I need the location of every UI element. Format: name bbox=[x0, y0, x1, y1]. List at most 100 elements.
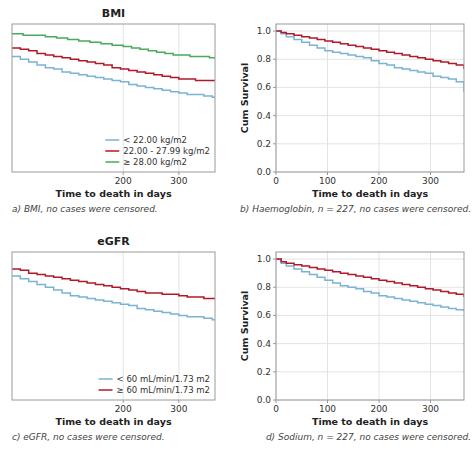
step-line bbox=[276, 31, 464, 92]
legend-label: ≥ 60 mL/min/1.73 m2 bbox=[117, 385, 210, 395]
caption: c) eGFR, no cases were censored. bbox=[12, 432, 165, 442]
frame bbox=[12, 252, 215, 400]
data-group bbox=[276, 259, 464, 311]
step-line bbox=[276, 31, 464, 69]
tick-label: 0.8 bbox=[257, 282, 272, 292]
caption: a) BMI, no cases were censored. bbox=[12, 204, 158, 214]
legend-swatch bbox=[105, 150, 119, 152]
tick-label: 300 bbox=[422, 176, 439, 186]
title: BMI bbox=[102, 7, 125, 20]
tick-mark bbox=[273, 287, 276, 288]
tick-label: 0.6 bbox=[257, 82, 272, 92]
panel: 200 300 BMI Time to death in days < 22.00 kg… bbox=[12, 7, 215, 214]
tick-label: 0.6 bbox=[257, 310, 272, 320]
tick-label: 300 bbox=[170, 176, 187, 186]
tick-mark bbox=[178, 172, 179, 175]
grid-line bbox=[379, 24, 380, 172]
data-group bbox=[12, 269, 215, 320]
tick-mark bbox=[178, 400, 179, 403]
legend-label: < 60 mL/min/1.73 m2 bbox=[117, 374, 210, 384]
tick-mark bbox=[123, 400, 124, 403]
x-axis-label: Time to death in days bbox=[312, 416, 428, 427]
legend-swatch bbox=[99, 378, 113, 380]
legend-swatch bbox=[105, 139, 119, 141]
step-line bbox=[12, 34, 215, 58]
grid-line bbox=[276, 59, 464, 60]
x-axis-label: Time to death in days bbox=[312, 188, 428, 199]
tick-mark bbox=[273, 59, 276, 60]
tick-label: 0.2 bbox=[257, 139, 271, 149]
tick-label: 300 bbox=[422, 404, 439, 414]
tick-label: 0.0 bbox=[257, 395, 272, 405]
panel: 01002003000.00.20.40.60.81.0Time to deat… bbox=[239, 24, 471, 214]
legend-label: < 22.00 kg/m2 bbox=[123, 135, 187, 145]
frame bbox=[276, 252, 464, 400]
grid-line bbox=[276, 143, 464, 144]
y-axis-label: Cum Survival bbox=[239, 63, 250, 134]
panel: 200300eGFRTime to death in days< 60 mL/m… bbox=[12, 235, 215, 442]
tick-mark bbox=[273, 343, 276, 344]
y-axis-label: Cum Survival bbox=[239, 291, 250, 362]
caption: b) Haemoglobin, n = 227, no cases were c… bbox=[240, 204, 471, 214]
grid-line bbox=[379, 252, 380, 400]
x-axis-label: Time to death in days bbox=[55, 416, 171, 427]
tick-label: 0 bbox=[273, 404, 279, 414]
tick-label: 200 bbox=[370, 176, 387, 186]
tick-mark bbox=[327, 172, 328, 175]
step-line bbox=[12, 56, 215, 97]
caption: d) Sodium, n = 227, no cases were censor… bbox=[266, 432, 471, 442]
tick-label: 0.2 bbox=[257, 367, 271, 377]
legend-swatch bbox=[99, 389, 113, 391]
grid-line bbox=[276, 371, 464, 372]
grid-line bbox=[276, 87, 464, 88]
figure: 200 300 BMI Time to death in days < 22.00 kg… bbox=[0, 0, 474, 474]
tick-label: 1.0 bbox=[257, 26, 272, 36]
grid-line bbox=[276, 31, 464, 32]
grid-line bbox=[276, 115, 464, 116]
tick-label: 0 bbox=[273, 176, 279, 186]
tick-mark bbox=[273, 315, 276, 316]
tick-mark bbox=[327, 400, 328, 403]
tick-label: 200 bbox=[370, 404, 387, 414]
grid-line bbox=[327, 24, 328, 172]
tick-mark bbox=[273, 143, 276, 144]
frame bbox=[276, 24, 464, 172]
plot-area bbox=[12, 252, 215, 400]
panel: 01002003000.00.20.40.60.81.0Time to deat… bbox=[239, 252, 471, 442]
tick-label: 1.0 bbox=[257, 254, 272, 264]
tick-label: 200 bbox=[115, 176, 132, 186]
grid-line bbox=[276, 259, 464, 260]
plot-area bbox=[276, 24, 464, 172]
tick-mark bbox=[379, 400, 380, 403]
legend-swatch bbox=[105, 161, 119, 163]
x-axis-label: Time to death in days bbox=[55, 188, 171, 199]
tick-mark bbox=[273, 400, 276, 401]
tick-mark bbox=[273, 87, 276, 88]
tick-label: 100 bbox=[319, 176, 336, 186]
grid-line bbox=[430, 24, 431, 172]
tick-label: 0.4 bbox=[257, 111, 272, 121]
grid-line bbox=[327, 252, 328, 400]
legend-label: 22.00 - 27.99 kg/m2 bbox=[123, 146, 210, 156]
grid-line bbox=[430, 252, 431, 400]
legend-label: ≥ 28.00 kg/m2 bbox=[123, 157, 187, 167]
data-group bbox=[12, 34, 215, 97]
grid-line bbox=[276, 315, 464, 316]
tick-label: 0.0 bbox=[257, 167, 272, 177]
tick-mark bbox=[273, 172, 276, 173]
tick-mark bbox=[273, 31, 276, 32]
tick-mark bbox=[273, 115, 276, 116]
data-group bbox=[276, 31, 464, 92]
tick-label: 200 bbox=[115, 404, 132, 414]
tick-mark bbox=[273, 371, 276, 372]
tick-mark bbox=[123, 172, 124, 175]
step-line bbox=[276, 259, 464, 311]
step-line bbox=[276, 259, 464, 297]
step-line bbox=[12, 276, 215, 320]
tick-mark bbox=[430, 172, 431, 175]
title: eGFR bbox=[97, 235, 130, 248]
legend: < 60 mL/min/1.73 m2≥ 60 mL/min/1.73 m2 bbox=[99, 374, 210, 395]
grid-line bbox=[276, 343, 464, 344]
tick-label: 0.4 bbox=[257, 339, 272, 349]
step-line bbox=[12, 48, 215, 80]
